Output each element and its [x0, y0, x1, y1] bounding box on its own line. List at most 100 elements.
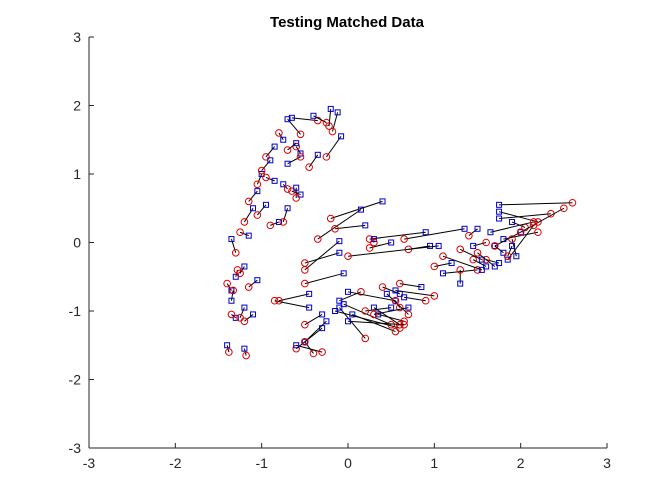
match-line-39 — [304, 240, 340, 271]
match-line-73 — [499, 213, 551, 220]
match-line-65 — [347, 320, 405, 326]
circle-point-34 — [292, 194, 301, 202]
square-point-15 — [262, 201, 269, 208]
square-point-75 — [517, 229, 524, 236]
square-point-58 — [401, 294, 408, 301]
match-line-87 — [507, 245, 513, 257]
circle-point-78 — [516, 228, 525, 237]
circle-point-84 — [482, 238, 490, 247]
x-tick-label-1: -2 — [169, 455, 182, 471]
square-point-72 — [496, 208, 503, 215]
square-point-61 — [405, 304, 412, 311]
match-line-13 — [248, 190, 258, 202]
circle-point-5 — [225, 348, 233, 356]
circle-point-64 — [361, 307, 370, 315]
square-point-19 — [297, 191, 304, 198]
square-point-62 — [336, 297, 343, 304]
match-line-86 — [507, 225, 535, 260]
square-point-31 — [314, 151, 321, 158]
circle-point-79 — [529, 218, 538, 226]
square-point-25 — [284, 116, 291, 123]
match-line-10 — [239, 266, 245, 274]
square-point-36 — [357, 206, 364, 213]
square-point-38 — [422, 229, 429, 236]
square-point-44 — [306, 304, 313, 311]
circle-point-62 — [357, 288, 365, 296]
match-line-80 — [494, 245, 504, 254]
match-line-2 — [226, 283, 232, 291]
match-line-56 — [395, 300, 401, 308]
match-line-35 — [330, 200, 383, 219]
square-point-51 — [332, 308, 339, 314]
square-point-0 — [228, 236, 235, 243]
square-point-91 — [491, 263, 498, 270]
square-point-5 — [224, 342, 231, 349]
circle-point-19 — [288, 187, 296, 195]
circle-point-11 — [236, 228, 244, 237]
square-point-81 — [496, 260, 503, 267]
circle-point-18 — [279, 218, 288, 226]
square-point-89 — [457, 280, 464, 287]
square-point-84 — [470, 242, 477, 249]
circle-point-14 — [253, 180, 262, 189]
circle-point-48 — [301, 338, 309, 346]
circle-point-37 — [331, 225, 339, 233]
square-point-7 — [241, 304, 248, 311]
y-tick-label-2: -1 — [69, 303, 82, 319]
match-line-70 — [404, 228, 465, 240]
square-point-64 — [388, 304, 395, 311]
circle-point-56 — [396, 303, 404, 312]
circle-point-47 — [318, 348, 326, 356]
square-point-39 — [336, 238, 343, 245]
square-point-74 — [509, 218, 516, 225]
square-point-88 — [439, 270, 446, 277]
match-line-53 — [373, 307, 401, 326]
circle-point-67 — [365, 244, 374, 252]
square-point-68 — [427, 242, 434, 249]
match-line-48 — [304, 320, 327, 343]
circle-point-87 — [503, 252, 512, 261]
match-line-50 — [343, 303, 392, 326]
match-line-44 — [274, 300, 310, 309]
x-tick-label-4: 1 — [430, 455, 438, 471]
circle-point-33 — [283, 185, 292, 193]
square-point-43 — [319, 311, 326, 318]
circle-point-49 — [361, 334, 370, 343]
circle-point-82 — [469, 255, 477, 264]
square-point-8 — [250, 311, 257, 318]
circle-point-55 — [404, 310, 413, 319]
match-line-20 — [295, 146, 301, 154]
square-point-14 — [258, 171, 265, 177]
match-line-41 — [304, 272, 344, 285]
match-line-22 — [278, 132, 284, 141]
circle-point-66 — [370, 238, 378, 247]
square-point-55 — [383, 290, 390, 297]
square-point-24 — [267, 157, 274, 164]
square-point-66 — [370, 236, 377, 243]
match-line-31 — [308, 154, 319, 168]
circle-point-75 — [560, 204, 568, 213]
square-point-29 — [334, 109, 341, 116]
circle-point-92 — [430, 262, 439, 271]
square-point-80 — [500, 249, 507, 256]
circle-point-57 — [378, 283, 387, 291]
match-line-7 — [239, 307, 245, 319]
circle-point-17 — [266, 221, 275, 230]
circle-point-30 — [322, 153, 331, 161]
circle-point-31 — [305, 163, 313, 171]
square-point-70 — [461, 225, 468, 232]
circle-point-59 — [430, 292, 439, 300]
match-line-8 — [244, 314, 254, 322]
match-line-9 — [248, 279, 258, 288]
square-point-9 — [254, 277, 261, 284]
square-point-3 — [228, 297, 235, 304]
x-tick-label-3: 0 — [344, 455, 352, 471]
match-line-78 — [494, 231, 521, 247]
circle-point-26 — [313, 116, 322, 125]
match-line-71 — [468, 228, 478, 237]
square-point-26 — [288, 114, 295, 121]
square-point-23 — [271, 143, 278, 150]
square-point-40 — [336, 249, 343, 256]
circle-point-76 — [568, 198, 577, 207]
